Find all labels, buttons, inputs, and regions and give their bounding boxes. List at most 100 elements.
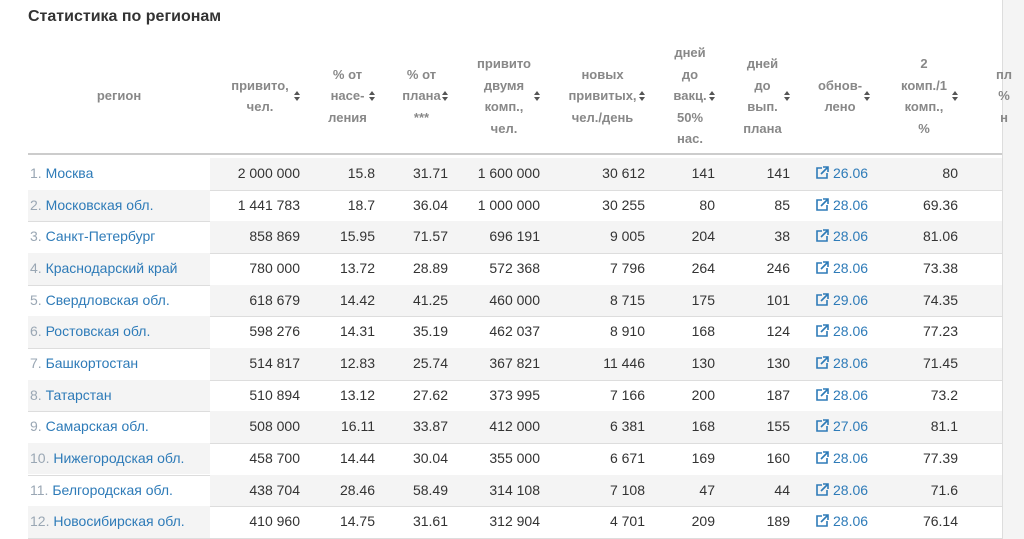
row-rule xyxy=(28,252,1002,254)
row-rule xyxy=(28,189,1002,191)
column-header[interactable]: новых привитых, чел./день xyxy=(550,64,655,129)
value-cell: 8 910 xyxy=(609,323,645,340)
sort-icon[interactable] xyxy=(442,91,448,101)
updated-link[interactable]: 28.06 xyxy=(833,228,869,245)
value-cell: 16.11 xyxy=(341,418,375,435)
region-link[interactable]: Башкортостан xyxy=(45,354,139,371)
updated-link[interactable]: 28.06 xyxy=(833,196,869,213)
updated-link[interactable]: 26.06 xyxy=(833,165,869,181)
value-cell: 74.35 xyxy=(922,291,958,308)
header-line: комп., xyxy=(484,99,524,114)
external-link-icon xyxy=(816,419,829,432)
value-cell: 69.36 xyxy=(922,196,958,213)
value-cell: 572 368 xyxy=(489,259,540,276)
updated-cell: 28.06 xyxy=(815,348,868,379)
column-header: регион xyxy=(28,85,210,107)
region-cell: 7. Башкортостан xyxy=(30,348,138,379)
value-cell: 367 821 xyxy=(489,354,540,371)
region-link[interactable]: Ростовская обл. xyxy=(45,323,151,340)
updated-link[interactable]: 28.06 xyxy=(833,513,869,530)
sort-icon[interactable] xyxy=(639,91,645,101)
sort-icon[interactable] xyxy=(534,91,540,101)
updated-link[interactable]: 28.06 xyxy=(833,354,869,371)
value-cell: 6 381 xyxy=(609,418,645,435)
column-header[interactable]: привито, чел. xyxy=(210,75,310,118)
column-header[interactable]: % от плана *** xyxy=(385,64,458,129)
value-cell: 73.2 xyxy=(930,386,958,403)
row-number: 2. xyxy=(30,196,42,213)
region-cell: 3. Санкт-Петербург xyxy=(30,221,155,252)
updated-link[interactable]: 28.06 xyxy=(833,449,869,466)
value-cell: 618 679 xyxy=(249,291,300,308)
header-line: до xyxy=(754,77,771,93)
region-link[interactable]: Самарская обл. xyxy=(45,418,149,435)
value-cell: 12.83 xyxy=(339,354,375,371)
row-shade xyxy=(28,189,210,222)
region-link[interactable]: Московская обл. xyxy=(45,196,154,213)
region-link[interactable]: Москва xyxy=(45,165,94,181)
updated-link[interactable]: 28.06 xyxy=(833,481,869,498)
value-cell: 858 869 xyxy=(249,228,300,245)
external-link-icon xyxy=(816,197,829,211)
row-shade xyxy=(210,411,1002,443)
value-cell: 1 000 000 xyxy=(477,196,540,213)
updated-cell: 27.06 xyxy=(815,411,868,442)
sort-icon[interactable] xyxy=(952,91,958,101)
value-cell: 458 700 xyxy=(249,449,300,466)
updated-link[interactable]: 28.06 xyxy=(833,323,869,340)
region-link[interactable]: Татарстан xyxy=(45,386,112,403)
region-link[interactable]: Белгородская обл. xyxy=(52,481,173,498)
region-link[interactable]: Санкт-Петербург xyxy=(45,228,156,245)
region-cell: 5. Свердловская обл. xyxy=(30,285,170,316)
sort-icon[interactable] xyxy=(709,91,715,101)
value-cell: 11 446 xyxy=(603,354,645,371)
column-header[interactable]: обнов-лено xyxy=(800,75,880,118)
updated-link[interactable]: 29.06 xyxy=(833,291,869,308)
value-cell: 36.04 xyxy=(412,196,448,213)
region-link[interactable]: Свердловская обл. xyxy=(45,291,170,308)
row-number: 3. xyxy=(30,228,42,245)
row-number: 5. xyxy=(30,291,42,308)
value-cell: 8 715 xyxy=(609,291,645,308)
column-header[interactable]: привито двумя комп., чел. xyxy=(458,53,550,139)
column-header[interactable]: пл% н xyxy=(968,64,1024,129)
updated-cell: 28.06 xyxy=(815,316,868,347)
region-link[interactable]: Краснодарский край xyxy=(45,259,178,276)
value-cell: 14.31 xyxy=(339,323,375,340)
updated-cell: 26.06 xyxy=(815,158,868,189)
column-header[interactable]: дней до вып. плана xyxy=(725,53,800,139)
value-cell: 77.23 xyxy=(922,323,958,340)
sort-icon[interactable] xyxy=(294,91,300,101)
updated-link[interactable]: 28.06 xyxy=(833,386,869,403)
value-cell: 598 276 xyxy=(249,323,300,340)
value-cell: 438 704 xyxy=(249,481,300,498)
header-line: н xyxy=(1000,109,1008,125)
sort-icon[interactable] xyxy=(864,91,870,101)
header-line: % xyxy=(918,120,930,136)
row-rule xyxy=(28,506,1002,508)
row-rule xyxy=(28,537,1002,539)
updated-link[interactable]: 27.06 xyxy=(833,418,869,435)
sort-icon[interactable] xyxy=(784,91,790,101)
sort-icon[interactable] xyxy=(369,91,375,101)
column-header[interactable]: 2 комп./1 комп.,% xyxy=(880,53,968,139)
value-cell: 30.04 xyxy=(412,449,448,466)
value-cell: 9 005 xyxy=(609,228,645,245)
updated-link[interactable]: 28.06 xyxy=(833,259,869,276)
header-line: привито xyxy=(477,56,531,71)
value-cell: 35.19 xyxy=(412,323,448,340)
external-link-icon xyxy=(816,229,829,243)
value-cell: 28.89 xyxy=(412,259,448,276)
value-cell: 175 xyxy=(691,291,715,308)
value-cell: 71.45 xyxy=(922,354,958,371)
value-cell: 510 894 xyxy=(249,386,300,403)
region-link[interactable]: Новосибирская обл. xyxy=(53,513,185,530)
row-number: 6. xyxy=(30,323,42,340)
row-rule xyxy=(28,442,1002,444)
column-header[interactable]: дней до вакц. 50% нас. xyxy=(655,42,725,150)
region-link[interactable]: Нижегородская обл. xyxy=(53,449,185,466)
region-cell: 6. Ростовская обл. xyxy=(30,316,150,347)
column-header[interactable]: % от насе-ления xyxy=(310,64,385,129)
row-shade xyxy=(210,347,1002,380)
updated-cell: 28.06 xyxy=(815,190,868,221)
